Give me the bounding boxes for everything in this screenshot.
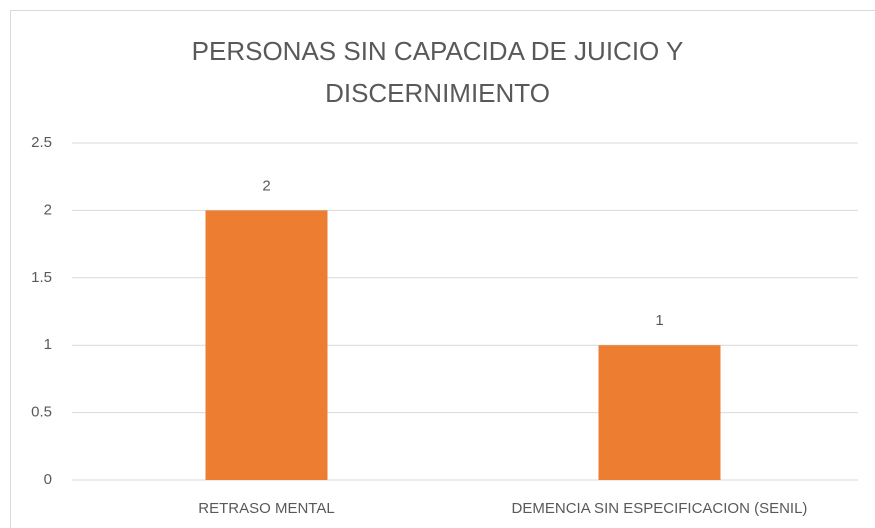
y-tick-label: 0 <box>44 471 52 488</box>
bar <box>598 345 721 480</box>
y-tick-label: 1.5 <box>31 269 52 286</box>
data-label: 2 <box>262 177 270 194</box>
y-tick-label: 2.5 <box>31 134 52 151</box>
y-tick-label: 0.5 <box>31 404 52 421</box>
chart-frame <box>10 10 875 528</box>
y-tick-label: 2 <box>44 201 52 218</box>
chart-title: PERSONAS SIN CAPACIDA DE JUICIO Y DISCER… <box>191 36 684 108</box>
bar <box>205 210 328 480</box>
data-label: 1 <box>655 312 663 329</box>
x-tick-label: DEMENCIA SIN ESPECIFICACION (SENIL) <box>512 500 808 517</box>
y-tick-label: 1 <box>44 336 52 353</box>
x-tick-label: RETRASO MENTAL <box>198 500 334 517</box>
